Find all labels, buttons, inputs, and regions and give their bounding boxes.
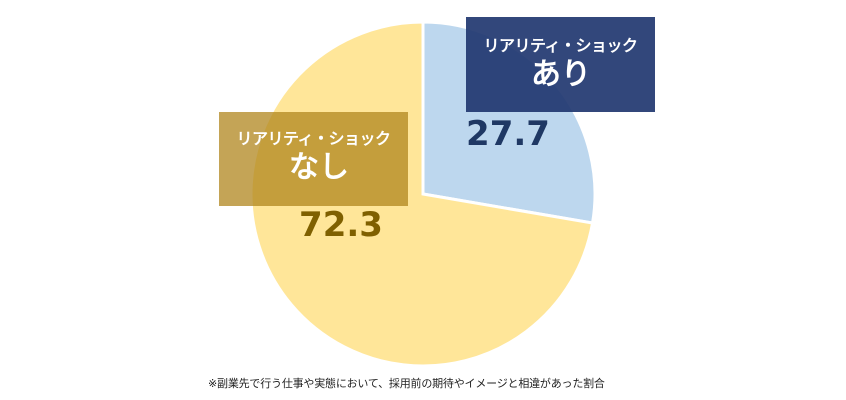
- value-label-no: 72.3: [299, 205, 383, 245]
- pie-slices: [249, 20, 597, 368]
- callout-no-line1: リアリティ・ショック: [236, 129, 391, 148]
- value-label-yes: 27.7: [466, 114, 550, 154]
- chart-footnote: ※副業先で行う仕事や実態において、採用前の期待やイメージと相違があった割合: [208, 377, 605, 390]
- callout-reality-shock: リアリティ・ショック あり: [466, 17, 655, 112]
- pie-slice-no: [249, 20, 595, 368]
- callout-yes-line1: リアリティ・ショック: [483, 36, 638, 55]
- pie-value-labels: 27.7 72.3: [299, 114, 550, 245]
- callout-no-line2: なし: [289, 150, 349, 185]
- callout-yes-line2: あり: [531, 57, 591, 92]
- callout-no-reality-shock: リアリティ・ショック なし: [219, 112, 408, 206]
